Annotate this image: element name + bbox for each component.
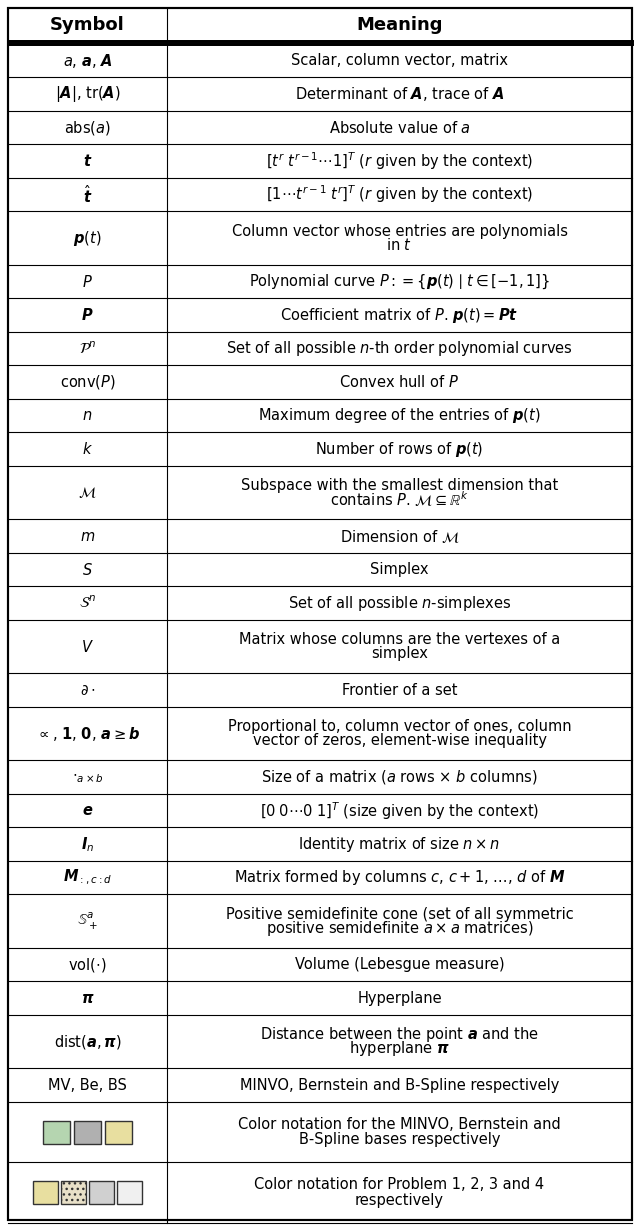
Text: $P$: $P$ <box>82 274 93 290</box>
Text: $\mathbb{S}^a_+$: $\mathbb{S}^a_+$ <box>77 911 98 932</box>
Text: Polynomial curve $P := \{\boldsymbol{p}(t)\mid t\in[-1,1]\}$: Polynomial curve $P := \{\boldsymbol{p}(… <box>249 273 550 291</box>
Text: Color notation for Problem 1, 2, 3 and 4: Color notation for Problem 1, 2, 3 and 4 <box>255 1176 545 1192</box>
Text: $\boldsymbol{M}_{:,c:d}$: $\boldsymbol{M}_{:,c:d}$ <box>63 868 112 888</box>
Bar <box>44 1121 70 1143</box>
Text: Coefficient matrix of $P$. $\boldsymbol{p}(t) = \boldsymbol{P}\boldsymbol{t}$: Coefficient matrix of $P$. $\boldsymbol{… <box>280 306 518 324</box>
Text: Distance between the point $\boldsymbol{a}$ and the: Distance between the point $\boldsymbol{… <box>260 1025 539 1044</box>
Text: Identity matrix of size $n\times n$: Identity matrix of size $n\times n$ <box>298 835 500 853</box>
Text: $\cdot_{a\times b}$: $\cdot_{a\times b}$ <box>72 770 104 785</box>
Text: $\boldsymbol{p}(t)$: $\boldsymbol{p}(t)$ <box>74 228 102 248</box>
Text: Dimension of $\mathcal{M}$: Dimension of $\mathcal{M}$ <box>340 528 460 545</box>
Text: MINVO, Bernstein and B-Spline respectively: MINVO, Bernstein and B-Spline respective… <box>240 1078 559 1093</box>
Text: Set of all possible $n$-th order polynomial curves: Set of all possible $n$-th order polynom… <box>226 339 573 359</box>
Text: vol$(\cdot)$: vol$(\cdot)$ <box>68 955 107 974</box>
Text: positive semidefinite $a\times a$ matrices): positive semidefinite $a\times a$ matric… <box>266 919 533 938</box>
Text: $k$: $k$ <box>82 441 93 457</box>
Text: $\boldsymbol{\pi}$: $\boldsymbol{\pi}$ <box>81 991 94 1006</box>
Bar <box>89 1181 115 1203</box>
Text: $\boldsymbol{t}$: $\boldsymbol{t}$ <box>83 154 92 169</box>
Text: $\mathcal{P}^n$: $\mathcal{P}^n$ <box>79 340 97 357</box>
Text: Column vector whose entries are polynomials: Column vector whose entries are polynomi… <box>232 223 568 238</box>
Text: in $t$: in $t$ <box>387 237 413 253</box>
Text: Subspace with the smallest dimension that: Subspace with the smallest dimension tha… <box>241 478 558 494</box>
Text: $V$: $V$ <box>81 639 94 655</box>
Text: $\left[0\;0\cdots 0\;1\right]^T$ (size given by the context): $\left[0\;0\cdots 0\;1\right]^T$ (size g… <box>260 799 540 822</box>
Text: Absolute value of $a$: Absolute value of $a$ <box>328 119 470 135</box>
Text: $\hat{\boldsymbol{t}}$: $\hat{\boldsymbol{t}}$ <box>83 184 92 205</box>
Text: $\boldsymbol{I}_n$: $\boldsymbol{I}_n$ <box>81 835 94 853</box>
Text: $\mathcal{M}$: $\mathcal{M}$ <box>78 485 97 500</box>
Bar <box>33 1181 58 1203</box>
Text: abs$(a)$: abs$(a)$ <box>64 119 111 136</box>
Text: Volume (Lebesgue measure): Volume (Lebesgue measure) <box>295 957 504 973</box>
Text: Frontier of a set: Frontier of a set <box>342 683 458 698</box>
Text: $n$: $n$ <box>83 408 93 424</box>
Bar <box>74 1121 100 1143</box>
Text: Maximum degree of the entries of $\boldsymbol{p}(t)$: Maximum degree of the entries of $\bolds… <box>258 406 541 425</box>
Text: B-Spline bases respectively: B-Spline bases respectively <box>299 1132 500 1147</box>
Text: Color notation for the MINVO, Bernstein and: Color notation for the MINVO, Bernstein … <box>238 1116 561 1132</box>
Text: $\left[t^r\; t^{r-1}\cdots 1\right]^T$ ($r$ given by the context): $\left[t^r\; t^{r-1}\cdots 1\right]^T$ (… <box>266 150 533 172</box>
Text: simplex: simplex <box>371 646 428 661</box>
Text: Number of rows of $\boldsymbol{p}(t)$: Number of rows of $\boldsymbol{p}(t)$ <box>316 440 484 458</box>
Text: $\mathcal{S}^n$: $\mathcal{S}^n$ <box>79 594 96 612</box>
Text: Set of all possible $n$-simplexes: Set of all possible $n$-simplexes <box>288 593 511 613</box>
Text: Determinant of $\boldsymbol{A}$, trace of $\boldsymbol{A}$: Determinant of $\boldsymbol{A}$, trace o… <box>294 85 504 103</box>
Text: conv$(P)$: conv$(P)$ <box>60 373 115 392</box>
Text: $\boldsymbol{P}$: $\boldsymbol{P}$ <box>81 307 94 323</box>
Text: vector of zeros, element-wise inequality: vector of zeros, element-wise inequality <box>253 733 547 748</box>
Text: dist$(\boldsymbol{a},\boldsymbol{\pi})$: dist$(\boldsymbol{a},\boldsymbol{\pi})$ <box>54 1033 122 1051</box>
Text: Size of a matrix ($a$ rows $\times$ $b$ columns): Size of a matrix ($a$ rows $\times$ $b$ … <box>261 769 538 786</box>
Text: $\left[1\cdots t^{r-1}\; t^r\right]^T$ ($r$ given by the context): $\left[1\cdots t^{r-1}\; t^r\right]^T$ (… <box>266 184 533 205</box>
Text: respectively: respectively <box>355 1192 444 1207</box>
Bar <box>117 1181 143 1203</box>
Bar <box>106 1121 132 1143</box>
Text: hyperplane $\boldsymbol{\pi}$: hyperplane $\boldsymbol{\pi}$ <box>349 1039 450 1059</box>
Text: Positive semidefinite cone (set of all symmetric: Positive semidefinite cone (set of all s… <box>226 906 573 922</box>
Text: Scalar, column vector, matrix: Scalar, column vector, matrix <box>291 53 508 69</box>
Text: $\partial\cdot$: $\partial\cdot$ <box>80 683 95 698</box>
Text: $|\boldsymbol{A}|$, tr$(\boldsymbol{A})$: $|\boldsymbol{A}|$, tr$(\boldsymbol{A})$ <box>55 85 120 104</box>
Text: Convex hull of $P$: Convex hull of $P$ <box>339 375 460 391</box>
Text: MV, Be, BS: MV, Be, BS <box>48 1078 127 1093</box>
Bar <box>61 1181 86 1203</box>
Text: contains $P$. $\mathcal{M}\subseteq\mathbb{R}^k$: contains $P$. $\mathcal{M}\subseteq\math… <box>330 490 469 510</box>
Text: $S$: $S$ <box>82 561 93 577</box>
Text: Meaning: Meaning <box>356 16 443 33</box>
Text: $\propto$, $\mathbf{1}$, $\mathbf{0}$, $\boldsymbol{a}\geq\boldsymbol{b}$: $\propto$, $\mathbf{1}$, $\mathbf{0}$, $… <box>35 725 140 743</box>
Text: $a$, $\boldsymbol{a}$, $\boldsymbol{A}$: $a$, $\boldsymbol{a}$, $\boldsymbol{A}$ <box>63 52 113 70</box>
Text: $m$: $m$ <box>80 528 95 544</box>
Text: Symbol: Symbol <box>50 16 125 33</box>
Text: Matrix whose columns are the vertexes of a: Matrix whose columns are the vertexes of… <box>239 632 560 647</box>
Text: Proportional to, column vector of ones, column: Proportional to, column vector of ones, … <box>228 720 572 734</box>
Text: Simplex: Simplex <box>371 562 429 577</box>
Text: Matrix formed by columns $c$, $c+1$, $\ldots$, $d$ of $\boldsymbol{M}$: Matrix formed by columns $c$, $c+1$, $\l… <box>234 868 565 887</box>
Text: $\boldsymbol{e}$: $\boldsymbol{e}$ <box>82 803 93 818</box>
Text: Hyperplane: Hyperplane <box>357 991 442 1006</box>
